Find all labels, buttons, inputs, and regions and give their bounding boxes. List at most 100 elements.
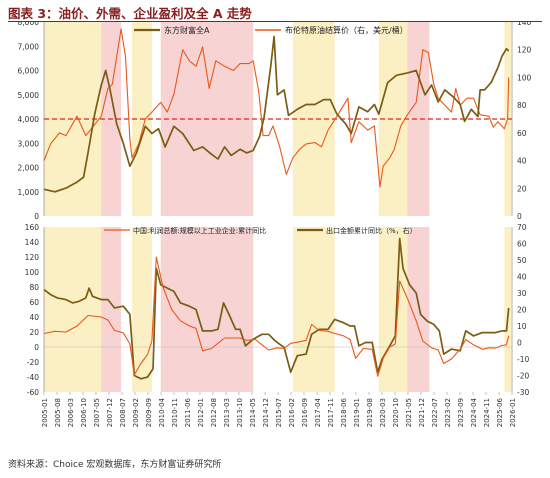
series-line-brent <box>43 28 510 188</box>
x-axis-ticks: 2005-01 2005-08 2006-03 2006-10 2007-05 2007-… <box>41 392 517 427</box>
y-tick-left: 0 <box>34 343 39 352</box>
x-tick-label: 2007-12 <box>106 398 114 427</box>
legend-label-profit: 中国:利润总额:规模以上工业企业:累计同比 <box>133 226 266 235</box>
y-tick-left: 6,000 <box>18 67 40 76</box>
shaded-period-2-panel-1 <box>132 227 152 392</box>
x-tick-label: 2017-04 <box>314 397 322 427</box>
y-tick-left: 4,000 <box>18 115 40 124</box>
y-tick-left: -20 <box>27 358 39 367</box>
x-tick-label: 2026-01 <box>509 398 517 427</box>
y-tick-left: 140 <box>25 238 40 247</box>
y-tick-right: -30 <box>517 388 529 397</box>
y-tick-left: 60 <box>29 298 39 307</box>
x-tick-label: 2007-05 <box>93 398 101 427</box>
top-panel-series <box>43 28 510 193</box>
y-tick-left: 120 <box>25 253 40 262</box>
x-tick-label: 2021-05 <box>405 398 413 427</box>
x-tick-label: 2022-07 <box>431 398 439 427</box>
y-tick-left: 3,000 <box>18 139 40 148</box>
y-tick-left: 5,000 <box>18 91 40 100</box>
x-tick-label: 2025-06 <box>496 397 504 427</box>
y-tick-left: 0 <box>34 212 39 221</box>
y-tick-right: -20 <box>517 372 529 381</box>
x-tick-label: 2023-09 <box>457 398 465 427</box>
bottom-panel-series <box>43 237 510 380</box>
x-tick-label: 2009-09 <box>145 398 153 427</box>
x-tick-label: 2014-05 <box>249 398 257 427</box>
legend-bottom: 中国:利润总额:规模以上工业企业:累计同比 出口金额累计同比（%，右） <box>104 226 417 235</box>
shaded-period-0-panel-1 <box>44 227 102 392</box>
bottom-panel-axes: -60 -40 -20 0 20 40 60 80 100 120 140 160 -30 -20 -10 0… <box>25 223 530 397</box>
y-tick-right: 10 <box>517 322 527 331</box>
legend-top: 东方财富全A 布伦特原油结算价（右，美元/桶） <box>134 25 408 35</box>
x-tick-label: 2009-02 <box>132 398 140 427</box>
y-tick-left: 1,000 <box>18 188 40 197</box>
y-tick-right: 0 <box>517 212 522 221</box>
x-tick-label: 2024-11 <box>483 398 491 427</box>
legend-label-brent: 布伦特原油结算价（右，美元/桶） <box>285 25 408 35</box>
x-tick-label: 2021-12 <box>418 398 426 427</box>
x-tick-label: 2010-04 <box>158 397 166 427</box>
legend-label-export: 出口金额累计同比（%，右） <box>326 226 417 235</box>
x-tick-label: 2006-03 <box>67 398 75 427</box>
x-tick-label: 2010-11 <box>171 398 179 427</box>
y-tick-right: 50 <box>517 256 527 265</box>
shaded-period-1-panel-1 <box>101 227 122 392</box>
oil-demand-profit-chart: 0 1,000 2,000 3,000 4,000 5,000 6,000 7,000 8,00… <box>18 22 532 427</box>
y-tick-right: 100 <box>517 73 532 82</box>
x-tick-label: 2018-06 <box>340 397 348 427</box>
y-tick-right: 30 <box>517 289 527 298</box>
x-tick-label: 2013-03 <box>223 398 231 427</box>
y-tick-right: 120 <box>517 46 532 55</box>
y-tick-left: 8,000 <box>18 22 40 27</box>
y-tick-right: 60 <box>517 129 527 138</box>
top-panel-axes: 0 1,000 2,000 3,000 4,000 5,000 6,000 7,000 8,00… <box>18 22 532 221</box>
y-tick-left: 20 <box>29 328 39 337</box>
series-line-export-ytd <box>43 237 510 380</box>
shaded-period-4-panel-1 <box>292 227 335 392</box>
y-tick-left: -60 <box>27 388 39 397</box>
x-tick-label: 2008-07 <box>119 398 127 427</box>
series-line-profit-ytd <box>43 256 510 377</box>
y-tick-left: 2,000 <box>18 164 40 173</box>
y-tick-right: 20 <box>517 184 527 193</box>
legend-label-all-a: 东方财富全A <box>164 25 210 35</box>
shaded-period-3-panel-1 <box>160 227 254 392</box>
y-tick-right: 60 <box>517 240 527 249</box>
x-tick-label: 2023-02 <box>444 398 452 427</box>
y-tick-right: -10 <box>517 355 529 364</box>
x-tick-label: 2024-04 <box>470 397 478 427</box>
x-tick-label: 2006-10 <box>80 398 88 427</box>
y-tick-right: 140 <box>517 22 532 27</box>
y-tick-right: 80 <box>517 101 527 110</box>
x-tick-label: 2012-08 <box>210 398 218 427</box>
x-tick-label: 2016-09 <box>301 398 309 427</box>
x-tick-label: 2019-01 <box>353 398 361 427</box>
shaded-period-5-panel-1 <box>378 227 408 392</box>
figure-title: 图表 3：油价、外需、企业盈利及全 A 走势 <box>8 6 252 21</box>
y-tick-left: 80 <box>29 283 39 292</box>
x-tick-label: 2005-01 <box>41 398 49 427</box>
y-tick-left: 160 <box>25 223 40 232</box>
y-tick-right: 0 <box>517 339 522 348</box>
x-tick-label: 2017-11 <box>327 398 335 427</box>
shaded-period-6-panel-0 <box>407 22 430 216</box>
x-tick-label: 2014-12 <box>262 398 270 427</box>
y-tick-left: 100 <box>25 268 40 277</box>
y-tick-left: 7,000 <box>18 42 40 51</box>
y-tick-right: 40 <box>517 273 527 282</box>
shaded-period-6-panel-1 <box>407 227 430 392</box>
x-tick-label: 2012-01 <box>197 398 205 427</box>
x-tick-label: 2011-06 <box>184 397 192 427</box>
x-tick-label: 2019-08 <box>366 398 374 427</box>
x-tick-label: 2015-07 <box>275 398 283 427</box>
x-tick-label: 2016-02 <box>288 398 296 427</box>
x-tick-label: 2005-08 <box>54 398 62 427</box>
title-rule <box>8 21 542 22</box>
shaded-period-7-panel-1 <box>504 227 511 392</box>
source-note: 资料来源：Choice 宏观数据库，东方财富证券研究所 <box>8 460 222 470</box>
y-tick-right: 20 <box>517 306 527 315</box>
x-tick-label: 2020-03 <box>379 398 387 427</box>
y-tick-left: -40 <box>27 373 39 382</box>
y-tick-right: 70 <box>517 223 527 232</box>
